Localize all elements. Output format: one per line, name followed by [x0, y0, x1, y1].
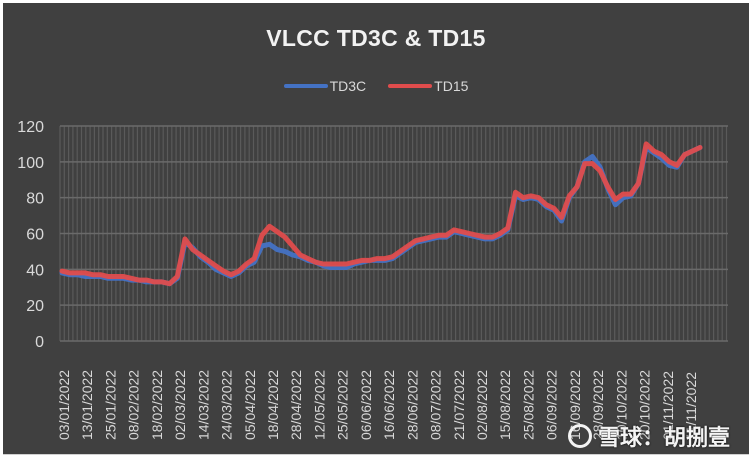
x-tick-label: 15/08/2022 [497, 370, 513, 440]
y-tick-label: 80 [26, 191, 44, 208]
x-tick-label: 16/09/2022 [567, 370, 583, 440]
y-tick-label: 60 [26, 227, 44, 244]
series-line-td15 [59, 141, 703, 287]
legend-item-td3c: TD3C [283, 78, 367, 94]
x-tick-label: 28/04/2022 [288, 370, 304, 440]
chart-frame: VLCC TD3C & TD15 TD3C TD15 [3, 3, 749, 455]
y-tick-label: 100 [17, 155, 44, 172]
watermark-text: 雪球：胡捌壹 [598, 425, 731, 450]
x-tick-label: 25/01/2022 [102, 370, 118, 440]
x-tick-label: 05/04/2022 [242, 370, 258, 440]
x-tick-label: 24/03/2022 [219, 370, 235, 440]
x-tick-label: 20/10/2022 [637, 370, 653, 440]
x-tick-label: 28/06/2022 [404, 370, 420, 440]
x-tick-label: 18/02/2022 [149, 370, 165, 440]
x-tick-label: 25/05/2022 [335, 370, 351, 440]
x-tick-label: 12/05/2022 [311, 370, 327, 440]
x-tick-label: 18/04/2022 [265, 370, 281, 440]
snowball-logo-icon [568, 424, 592, 448]
y-tick-label: 0 [35, 334, 44, 351]
x-tick-label: 28/09/2022 [590, 370, 606, 440]
x-tick-label: 06/06/2022 [358, 370, 374, 440]
x-tick-label: 01/11/2022 [660, 371, 676, 440]
x-tick-label: 08/07/2022 [428, 370, 444, 440]
x-tick-label: 13/01/2022 [79, 370, 95, 440]
x-tick-label: 02/08/2022 [474, 370, 490, 440]
x-tick-label: 06/09/2022 [544, 370, 560, 440]
legend-swatch-td3c [283, 84, 328, 88]
x-tick-label: 21/07/2022 [451, 370, 467, 440]
y-tick-label: 40 [26, 262, 44, 279]
x-tick-label: 25/08/2022 [520, 370, 536, 440]
x-tick-label: 14/03/2022 [195, 370, 211, 440]
chart-title: VLCC TD3C & TD15 [266, 25, 486, 51]
x-tick-label: 10/10/2022 [613, 370, 629, 440]
series-line-td3c [59, 145, 703, 287]
legend-label-td15: TD15 [434, 78, 469, 94]
legend: TD3C TD15 [3, 78, 749, 94]
y-tick-label: 20 [26, 298, 44, 315]
watermark: 雪球：胡捌壹 [568, 420, 730, 452]
x-tick-label: 03/01/2022 [56, 370, 72, 440]
legend-item-td15: TD15 [388, 78, 468, 94]
x-tick-label: 16/06/2022 [381, 370, 397, 440]
legend-swatch-td15 [388, 84, 433, 88]
y-tick-label: 120 [17, 119, 44, 136]
x-tick-label: 11/11/2022 [683, 372, 699, 440]
legend-label-td3c: TD3C [329, 78, 367, 94]
x-tick-label: 02/03/2022 [172, 370, 188, 440]
x-tick-label: 08/02/2022 [126, 370, 142, 440]
